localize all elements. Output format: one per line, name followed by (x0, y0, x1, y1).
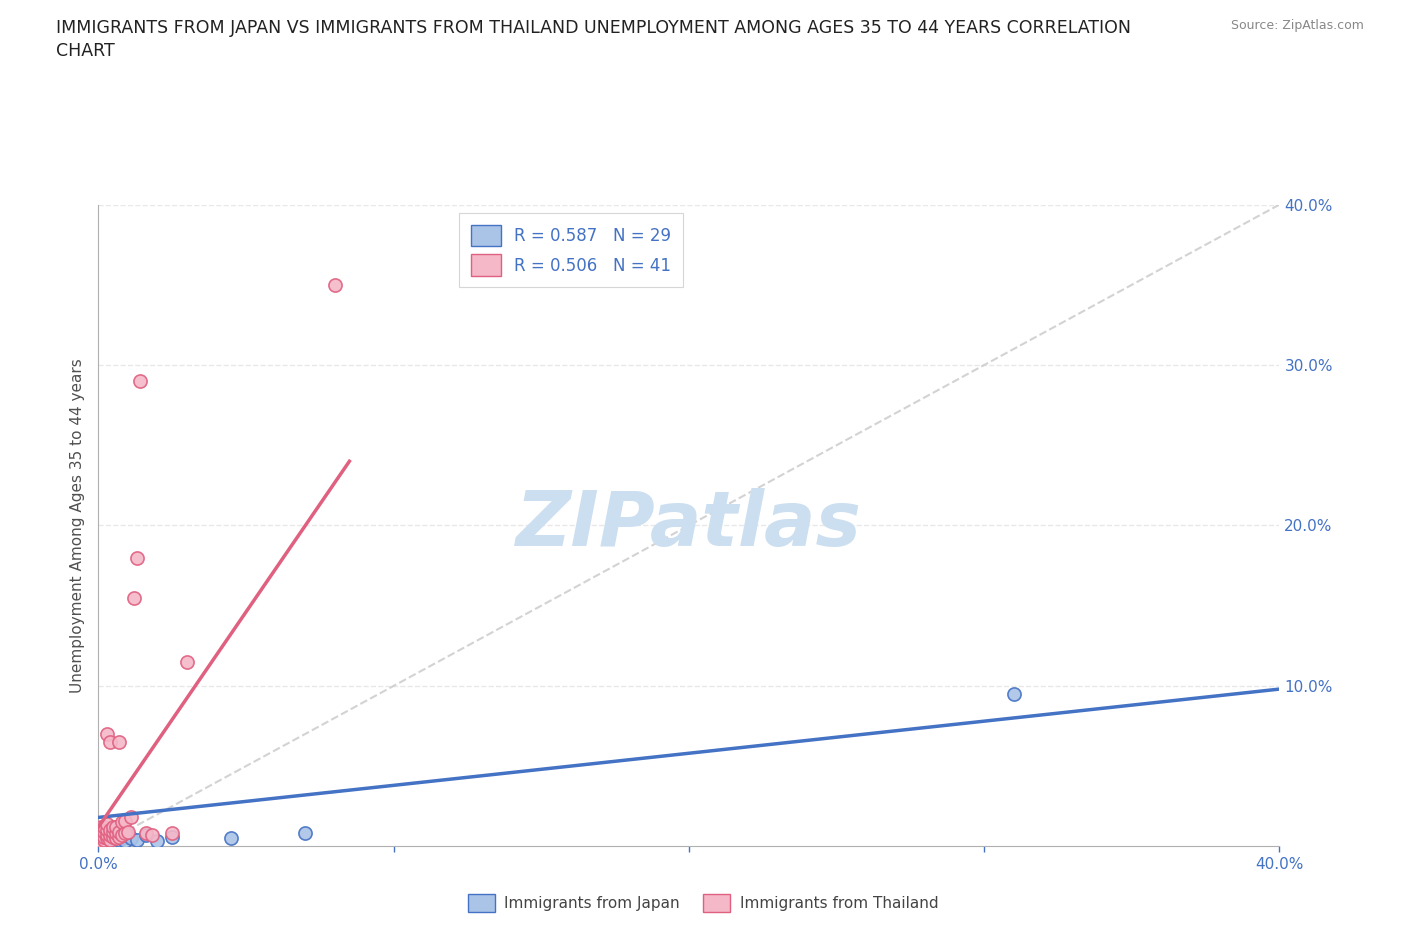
Point (98, 828, 121, 843)
Point (105, 828, 128, 843)
Point (111, 815, 134, 830)
Point (105, 826, 128, 841)
Point (114, 834, 136, 849)
Point (87, 832, 110, 847)
Point (98, 832, 121, 847)
Point (105, 830, 128, 845)
Point (90, 828, 112, 843)
Point (93, 830, 115, 844)
Point (87, 834, 110, 849)
Point (108, 735, 131, 750)
Point (111, 828, 134, 843)
Point (96, 828, 118, 843)
Text: IMMIGRANTS FROM JAPAN VS IMMIGRANTS FROM THAILAND UNEMPLOYMENT AMONG AGES 35 TO : IMMIGRANTS FROM JAPAN VS IMMIGRANTS FROM… (56, 19, 1132, 60)
Point (98, 735, 121, 750)
Legend: Immigrants from Japan, Immigrants from Thailand: Immigrants from Japan, Immigrants from T… (461, 888, 945, 918)
Point (114, 826, 136, 841)
Point (105, 819, 128, 834)
Point (96, 824, 118, 839)
Point (96, 830, 118, 845)
Point (90, 830, 112, 845)
Point (96, 726, 118, 741)
Point (221, 830, 243, 845)
Point (93, 819, 115, 834)
Point (176, 655, 198, 670)
Point (103, 824, 125, 839)
Point (90, 826, 112, 841)
Point (117, 824, 139, 839)
Point (103, 832, 125, 847)
Point (108, 830, 131, 844)
Point (93, 834, 115, 849)
Point (96, 832, 118, 847)
Point (114, 813, 136, 828)
Point (98, 823, 121, 838)
Point (111, 830, 134, 845)
Point (128, 374, 150, 389)
Point (96, 817, 118, 831)
Point (125, 832, 148, 847)
Point (117, 828, 139, 843)
Point (108, 824, 131, 839)
Point (135, 826, 157, 841)
Point (1002, 686, 1025, 701)
Point (120, 830, 142, 845)
Point (93, 832, 115, 847)
Text: ZIPatlas: ZIPatlas (516, 488, 862, 563)
Point (103, 819, 125, 834)
Point (96, 823, 118, 838)
Point (103, 826, 125, 841)
Point (98, 828, 121, 843)
Point (93, 826, 115, 841)
Point (162, 826, 184, 841)
Point (103, 830, 125, 844)
Point (108, 832, 131, 847)
Point (135, 828, 157, 843)
Point (90, 836, 112, 851)
Point (98, 834, 121, 849)
Point (90, 830, 112, 844)
Point (122, 591, 145, 605)
Text: Source: ZipAtlas.com: Source: ZipAtlas.com (1230, 19, 1364, 32)
Point (125, 551, 148, 565)
Legend: R = 0.587   N = 29, R = 0.506   N = 41: R = 0.587 N = 29, R = 0.506 N = 41 (458, 213, 683, 287)
Point (294, 826, 316, 841)
Y-axis label: Unemployment Among Ages 35 to 44 years: Unemployment Among Ages 35 to 44 years (70, 358, 86, 693)
Point (90, 819, 112, 834)
Point (93, 824, 115, 839)
Point (162, 830, 184, 844)
Point (141, 828, 163, 843)
Point (105, 834, 128, 849)
Point (146, 834, 169, 849)
Point (96, 830, 118, 844)
Point (93, 830, 115, 844)
Point (90, 834, 112, 849)
Point (120, 810, 142, 825)
Point (323, 277, 346, 292)
Point (108, 826, 131, 841)
